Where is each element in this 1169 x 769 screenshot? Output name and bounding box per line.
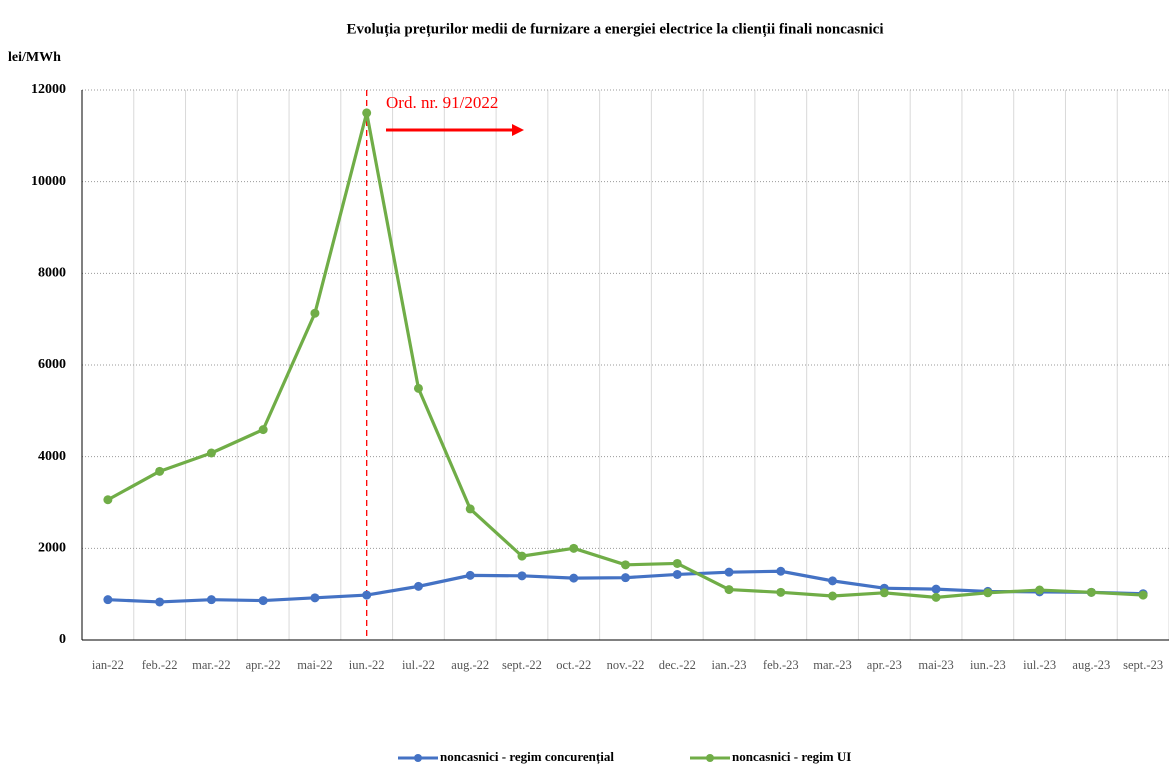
series-line xyxy=(107,111,1144,599)
x-tick-label: mar.-23 xyxy=(813,658,852,672)
data-point xyxy=(1035,585,1045,595)
data-point xyxy=(569,543,579,553)
x-tick-label: feb.-22 xyxy=(142,658,178,672)
legend-label: noncasnici - regim concurențial xyxy=(440,749,614,765)
data-point xyxy=(258,596,268,606)
data-point xyxy=(517,551,527,561)
x-tick-label: iun.-22 xyxy=(349,658,385,672)
y-tick-label: 10000 xyxy=(31,174,66,189)
data-point xyxy=(672,558,682,568)
data-point xyxy=(828,591,838,601)
x-tick-label: mai-22 xyxy=(297,658,332,672)
legend-marker xyxy=(414,754,422,762)
y-tick-label: 0 xyxy=(59,632,66,647)
data-point xyxy=(879,588,889,598)
data-point xyxy=(828,576,838,586)
data-point xyxy=(776,587,786,597)
data-point xyxy=(206,448,216,458)
data-point xyxy=(569,573,579,583)
x-tick-label: iun.-23 xyxy=(970,658,1006,672)
x-tick-label: mar.-22 xyxy=(192,658,231,672)
data-point xyxy=(206,595,216,605)
data-point xyxy=(465,570,475,580)
data-point xyxy=(258,425,268,435)
data-point xyxy=(155,466,165,476)
legend-marker xyxy=(706,754,714,762)
x-tick-label: dec.-22 xyxy=(659,658,696,672)
x-tick-label: iul.-23 xyxy=(1023,658,1056,672)
annotation-arrowhead xyxy=(512,124,524,136)
data-point xyxy=(621,560,630,570)
data-point xyxy=(362,108,372,118)
data-point xyxy=(621,573,630,583)
data-point xyxy=(724,567,734,577)
data-point xyxy=(931,584,941,594)
y-axis-label: lei/MWh xyxy=(8,50,61,65)
y-tick-label: 6000 xyxy=(38,357,66,372)
data-point xyxy=(310,308,320,318)
data-point xyxy=(465,504,475,514)
data-point xyxy=(672,569,682,579)
x-tick-label: ian.-23 xyxy=(711,658,746,672)
x-tick-label: mai-23 xyxy=(918,658,953,672)
x-tick-label: apr.-22 xyxy=(246,658,281,672)
data-point xyxy=(155,597,165,607)
data-point xyxy=(724,585,734,595)
x-tick-label: sept.-23 xyxy=(1123,658,1163,672)
data-point xyxy=(310,593,320,603)
x-tick-label: sept.-22 xyxy=(502,658,542,672)
data-point xyxy=(983,588,993,598)
data-point xyxy=(1138,590,1148,600)
data-point xyxy=(413,581,423,591)
chart-title: Evoluția prețurilor medii de furnizare a… xyxy=(347,21,884,37)
data-point xyxy=(931,592,941,602)
data-point xyxy=(362,590,372,600)
y-tick-label: 2000 xyxy=(38,541,66,556)
x-tick-label: iul.-22 xyxy=(402,658,435,672)
x-tick-label: aug.-22 xyxy=(451,658,489,672)
data-point xyxy=(103,595,113,605)
data-point xyxy=(776,566,786,576)
annotation-text: Ord. nr. 91/2022 xyxy=(386,93,498,112)
data-point xyxy=(517,571,527,581)
legend-label: noncasnici - regim UI xyxy=(732,749,851,764)
y-tick-label: 12000 xyxy=(31,82,66,97)
x-tick-label: ian-22 xyxy=(92,658,124,672)
x-tick-label: aug.-23 xyxy=(1072,658,1110,672)
x-tick-label: nov.-22 xyxy=(607,658,645,672)
data-point xyxy=(103,495,113,505)
y-tick-label: 8000 xyxy=(38,266,66,281)
data-point xyxy=(413,383,423,393)
y-tick-label: 4000 xyxy=(38,449,66,464)
x-tick-label: apr.-23 xyxy=(867,658,902,672)
data-point xyxy=(1086,587,1096,597)
x-tick-label: feb.-23 xyxy=(763,658,799,672)
x-tick-label: oct.-22 xyxy=(556,658,591,672)
